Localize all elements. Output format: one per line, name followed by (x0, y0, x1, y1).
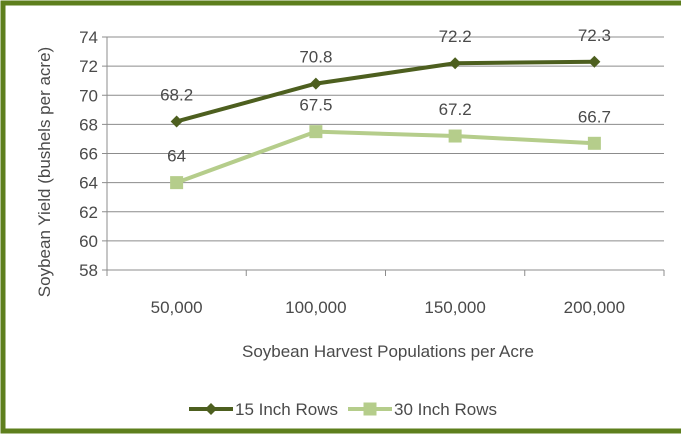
series-layer (170, 55, 601, 190)
x-tick-label: 100,000 (285, 298, 346, 317)
x-axis-title: Soybean Harvest Populations per Acre (242, 342, 534, 361)
legend-label: 30 Inch Rows (394, 400, 497, 419)
y-axis-title: Soybean Yield (bushels per acre) (35, 47, 54, 297)
legend-label: 15 Inch Rows (235, 400, 338, 419)
y-tick-label: 58 (79, 261, 98, 280)
data-point-diamond (309, 77, 322, 90)
x-axis-ticks: 50,000 100,000 150,000 200,000 (151, 298, 625, 317)
data-label: 67.5 (299, 96, 332, 115)
data-point-diamond (449, 57, 462, 70)
data-label: 67.2 (439, 100, 472, 119)
data-label: 68.2 (160, 85, 193, 104)
data-label: 70.8 (299, 48, 332, 67)
gridlines (102, 36, 665, 276)
legend: 15 Inch Rows 30 Inch Rows (189, 400, 497, 419)
x-tick-label: 150,000 (424, 298, 485, 317)
x-tick-label: 50,000 (151, 298, 203, 317)
y-tick-label: 68 (79, 115, 98, 134)
y-tick-label: 70 (79, 86, 98, 105)
legend-marker-square (363, 402, 377, 416)
x-tick-label: 200,000 (564, 298, 625, 317)
legend-marker-diamond (205, 403, 217, 415)
y-axis-ticks: 58 60 62 64 66 68 70 72 74 (79, 28, 98, 280)
data-point-diamond (170, 115, 183, 128)
data-label: 72.3 (578, 26, 611, 45)
y-tick-label: 60 (79, 232, 98, 251)
data-point-square (170, 176, 184, 190)
data-point-diamond (588, 55, 601, 68)
y-tick-label: 64 (79, 174, 98, 193)
data-point-square (587, 136, 601, 150)
data-point-square (309, 125, 323, 139)
y-tick-label: 66 (79, 145, 98, 164)
y-tick-label: 62 (79, 203, 98, 222)
y-tick-label: 72 (79, 57, 98, 76)
data-label: 64 (167, 147, 186, 166)
data-label: 66.7 (578, 107, 611, 126)
series-line-1 (176, 59, 595, 124)
data-label: 72.2 (439, 27, 472, 46)
y-tick-label: 74 (79, 28, 98, 47)
data-labels: 68.2 70.8 72.2 72.3 64 67.5 67.2 66.7 (160, 26, 611, 166)
series-line-2 (175, 129, 595, 185)
data-point-square (448, 129, 462, 143)
